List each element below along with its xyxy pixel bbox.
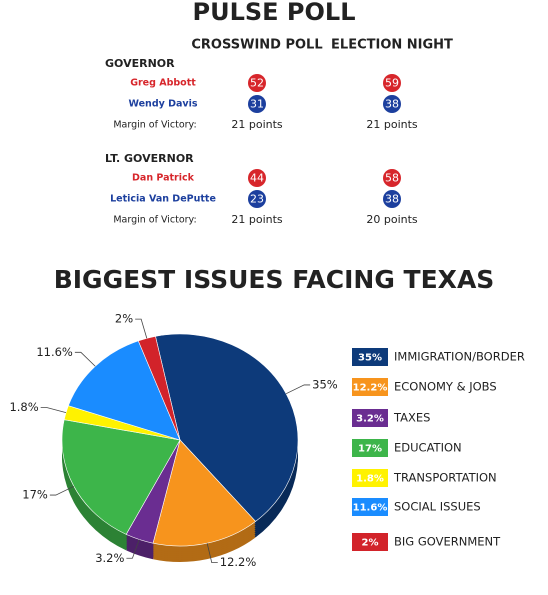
vote-badge: [383, 74, 401, 92]
margin-value: 21 points: [366, 118, 418, 131]
leader-line: [74, 351, 96, 367]
candidate-name: Greg Abbott: [130, 78, 196, 89]
vote-badge: [383, 169, 401, 187]
slice-label: 11.6%: [36, 345, 73, 359]
vote-badge: [383, 190, 401, 208]
legend-label: SOCIAL ISSUES: [394, 500, 481, 514]
leader-line: [49, 485, 75, 496]
candidate-name: Dan Patrick: [132, 173, 195, 184]
candidate-name: Leticia Van DePutte: [110, 194, 216, 205]
margin-value: 21 points: [231, 213, 283, 226]
margin-label: Margin of Victory:: [113, 120, 196, 131]
slice-label: 2%: [115, 312, 133, 326]
poll-title: PULSE POLL: [193, 0, 356, 26]
vote-badge: [248, 169, 266, 187]
legend-value: 3.2%: [356, 414, 384, 425]
leader-line: [285, 384, 311, 395]
slice-label: 1.8%: [9, 400, 38, 414]
legend-label: IMMIGRATION/BORDER: [394, 350, 525, 364]
vote-value: 44: [250, 172, 264, 185]
legend-swatch: [352, 348, 388, 366]
legend-swatch: [352, 469, 388, 487]
section-heading: LT. GOVERNOR: [105, 152, 194, 165]
legend-value: 35%: [358, 353, 382, 364]
vote-value: 59: [385, 77, 399, 90]
vote-badge: [383, 95, 401, 113]
legend-label: TAXES: [393, 411, 430, 425]
legend-swatch: [352, 498, 388, 516]
section-heading: GOVERNOR: [105, 57, 175, 70]
vote-value: 52: [250, 77, 264, 90]
vote-badge: [248, 74, 266, 92]
legend-value: 1.8%: [356, 474, 384, 485]
leader-line: [40, 407, 67, 414]
leader-line: [206, 543, 218, 564]
chart-title: BIGGEST ISSUES FACING TEXAS: [54, 265, 495, 294]
legend-value: 2%: [362, 538, 379, 549]
slice-label: 3.2%: [95, 551, 124, 565]
leader-line: [126, 539, 140, 559]
legend-label: TRANSPORTATION: [393, 471, 497, 485]
legend-value: 11.6%: [353, 503, 388, 514]
leader-line: [135, 318, 148, 339]
candidate-name: Wendy Davis: [128, 99, 197, 110]
vote-value: 38: [385, 193, 399, 206]
column-header: ELECTION NIGHT: [331, 38, 453, 53]
vote-value: 58: [385, 172, 399, 185]
legend-swatch: [352, 533, 388, 551]
legend-label: BIG GOVERNMENT: [394, 535, 501, 549]
vote-value: 38: [385, 98, 399, 111]
vote-badge: [248, 95, 266, 113]
margin-value: 21 points: [231, 118, 283, 131]
margin-value: 20 points: [366, 213, 418, 226]
slice: [61, 419, 181, 535]
slice-label: 35%: [312, 377, 338, 391]
slice-label: 12.2%: [220, 555, 257, 569]
vote-value: 23: [250, 193, 264, 206]
vote-value: 31: [250, 98, 264, 111]
margin-label: Margin of Victory:: [113, 215, 196, 226]
legend-swatch: [352, 439, 388, 457]
slice-label: 17%: [22, 488, 48, 502]
vote-badge: [248, 190, 266, 208]
legend-swatch: [352, 409, 388, 427]
slice: [152, 439, 257, 547]
legend-label: ECONOMY & JOBS: [394, 380, 497, 394]
column-header: CROSSWIND POLL: [191, 38, 322, 53]
legend-value: 12.2%: [353, 383, 388, 394]
legend-swatch: [352, 378, 388, 396]
slice: [155, 333, 299, 522]
legend-value: 17%: [358, 444, 382, 455]
legend-label: EDUCATION: [394, 441, 462, 455]
